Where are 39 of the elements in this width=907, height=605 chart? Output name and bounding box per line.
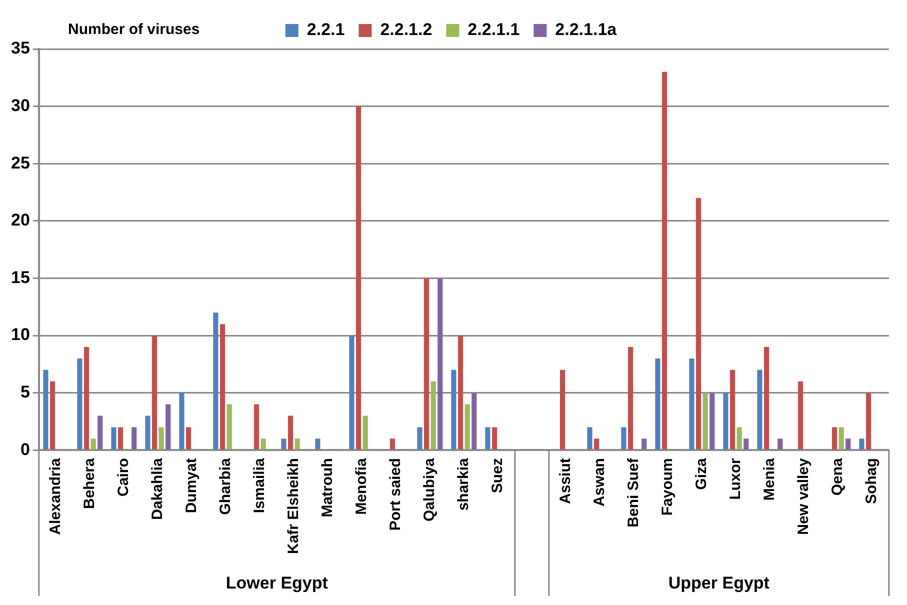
x-tick-label: Qena — [829, 457, 846, 496]
x-tick-label: Giza — [693, 457, 710, 490]
x-tick-label: Ismailia — [251, 457, 268, 514]
x-tick-label: sharkia — [455, 457, 472, 511]
legend-label: 2.2.1.1 — [468, 20, 520, 40]
text: Upper Egypt — [668, 574, 770, 593]
y-tick-label: 15 — [10, 268, 30, 287]
y-tick-label: 0 — [20, 440, 30, 459]
x-tick-label: Gharbia — [217, 457, 234, 515]
x-tick-label: Fayoum — [659, 458, 676, 516]
y-tick-label: 20 — [10, 210, 30, 230]
x-tick-label: Dumyat — [183, 458, 200, 514]
y-axis-title: Number of viruses — [68, 21, 200, 38]
y-tick-label: 5 — [20, 382, 30, 402]
x-tick-label: Matrouh — [319, 458, 336, 518]
x-tick-label: Sohag — [863, 458, 880, 504]
x-tick-label: Kafr Elsheikh — [285, 458, 302, 554]
legend-label: 2.2.1.1a — [555, 20, 618, 40]
legend-label: 2.2.1.2 — [380, 20, 432, 40]
y-tick-label: 30 — [10, 96, 30, 115]
x-tick-label: Menofia — [353, 457, 370, 515]
text: Lower Egypt — [226, 574, 328, 593]
x-tick-label: Beni Suef — [625, 457, 642, 528]
y-tick-label: 10 — [10, 325, 30, 344]
x-tick-label: Menia — [761, 457, 778, 501]
x-tick-label: Alexandria — [47, 457, 64, 535]
x-tick-label: New valley — [795, 457, 812, 535]
x-tick-label: Dakahlia — [149, 457, 166, 520]
x-tick-label: Qalubiya — [421, 457, 438, 522]
x-tick-label: Aswan — [591, 458, 608, 506]
y-tick-label: 35 — [10, 38, 30, 58]
legend-label: 2.2.1 — [306, 20, 345, 40]
y-tick-label: 25 — [10, 153, 30, 172]
x-tick-label: Assiut — [557, 458, 574, 504]
x-tick-label: Suez — [489, 458, 506, 494]
x-tick-label: Luxor — [727, 458, 744, 500]
x-tick-label: Cairo — [115, 458, 132, 496]
x-tick-label: Port saied — [387, 458, 404, 531]
x-tick-label: Behera — [81, 457, 98, 509]
